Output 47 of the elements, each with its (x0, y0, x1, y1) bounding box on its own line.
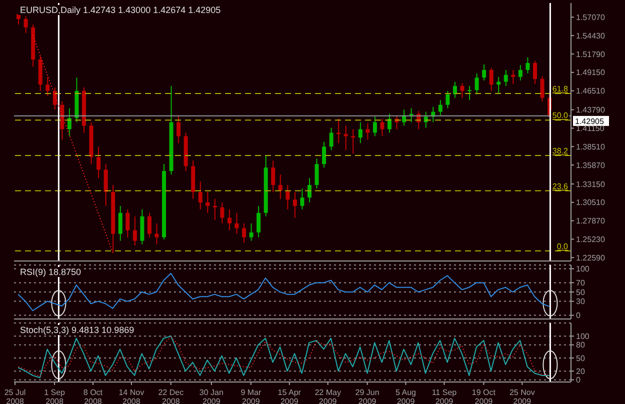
y-tick-label: 80 (576, 340, 586, 350)
ref-line-label: 1.42905 (575, 116, 604, 126)
x-tick-label: 22 Dec 2008 (158, 388, 184, 404)
y-tick-label: 20 (576, 366, 586, 376)
y-tick-label: 1.27870 (576, 216, 606, 226)
y-tick-label: 1.30510 (576, 198, 606, 208)
x-tick-label: 29 Jun 2009 (355, 388, 380, 404)
x-tick-label: 11 Sep 2009 (432, 388, 458, 404)
y-tick-label: 70 (576, 278, 586, 288)
chart-title: EURUSD,Daily 1.42743 1.43000 1.42674 1.42905 (18, 5, 223, 15)
y-tick-label: 1.54430 (576, 31, 606, 40)
x-tick-label: 15 Apr 2009 (278, 388, 302, 404)
x-tick-label: 14 Nov 2008 (118, 388, 144, 404)
y-tick-label: 1.25230 (576, 235, 606, 244)
annotation: 23.6 (552, 182, 569, 191)
y-tick-label: 1.43790 (576, 106, 606, 115)
x-tick-label: 8 Oct 2008 (83, 388, 104, 404)
x-tick-label: 30 Jan 2009 (199, 388, 224, 404)
x-tick-label: 19 Oct 2009 (472, 388, 496, 404)
x-tick-label: 9 Mar 2009 (240, 388, 262, 404)
x-tick-label: 25 Jul 2008 (4, 388, 26, 404)
annotation: 50.0 (552, 111, 569, 120)
x-tick-label: 5 Aug 2009 (396, 388, 416, 404)
y-tick-label: 100 (576, 264, 590, 274)
chart-title: RSI(9) 18.8750 (18, 267, 84, 277)
y-tick-label: 100 (576, 332, 590, 341)
y-tick-label: 0 (576, 376, 581, 385)
x-tick-label: 1 Sep 2008 (44, 388, 66, 404)
y-tick-label: 1.22590 (576, 253, 606, 262)
y-tick-label: 1.41150 (576, 124, 605, 134)
annotation: 61.8 (552, 84, 569, 94)
annotation: 38.2 (552, 146, 569, 156)
x-tick-label: 25 Nov 2009 (509, 388, 535, 404)
y-tick-label: 1.35870 (576, 160, 606, 170)
y-tick-label: 0 (576, 311, 581, 320)
y-tick-label: 1.49150 (576, 68, 606, 78)
annotation: 0.0 (556, 242, 569, 251)
y-tick-label: 50 (576, 354, 586, 363)
y-tick-label: 50 (576, 288, 586, 297)
y-tick-label: 1.57070 (576, 12, 606, 22)
y-tick-label: 1.38510 (576, 142, 606, 152)
y-tick-label: 1.46510 (576, 86, 606, 96)
y-tick-label: 1.33150 (576, 180, 606, 189)
chart-title: Stoch(5,3,3) 9.4813 10.9869 (18, 325, 136, 335)
y-tick-label: 1.51790 (576, 50, 606, 59)
y-tick-label: 30 (576, 297, 586, 306)
x-tick-label: 22 May 2009 (314, 388, 341, 404)
